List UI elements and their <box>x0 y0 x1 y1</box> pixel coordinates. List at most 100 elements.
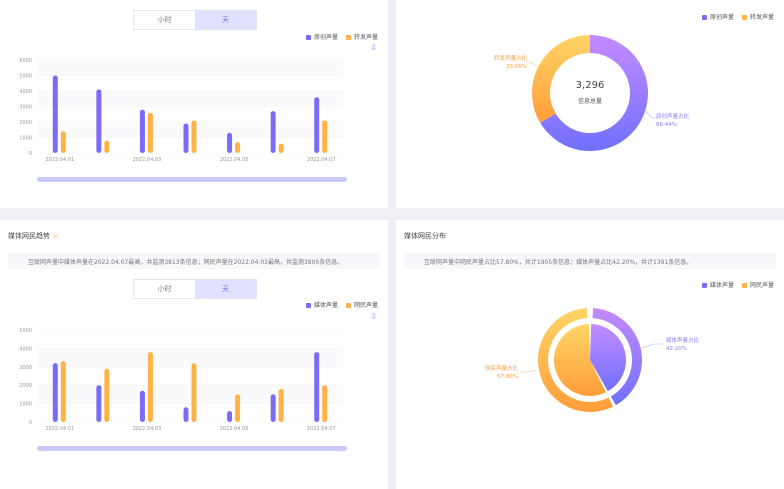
y-tick-label: 0 <box>29 420 32 426</box>
grid-band <box>38 385 343 404</box>
x-tick-label: 2022.04.07 <box>307 426 336 432</box>
summary-text: 互联网声量中网民声量占比57.80%，共计1905条信息；媒体声量占比42.20… <box>404 253 776 269</box>
legend-item[interactable]: 网民声量 <box>345 300 378 309</box>
bar-a <box>270 111 276 153</box>
bar-b <box>147 112 153 153</box>
download-icon[interactable]: ⇩ <box>370 43 377 52</box>
bar-a <box>96 385 102 422</box>
x-tick-label: 2022.04.07 <box>307 157 336 163</box>
bar-b <box>322 120 328 153</box>
y-tick-label: 4000 <box>19 89 32 95</box>
donut-slice <box>532 35 590 123</box>
legend: 媒体声量 网民声量 <box>701 280 774 289</box>
bar-a <box>52 363 58 422</box>
bar-a <box>183 123 189 153</box>
ring-slice <box>592 308 643 406</box>
pie-slice <box>554 324 606 396</box>
bar-b <box>191 363 197 422</box>
total-label: 信息总量 <box>577 98 602 105</box>
y-tick-label: 5000 <box>19 328 32 334</box>
legend-item[interactable]: 网民声量 <box>741 280 774 289</box>
bar-a <box>314 352 320 422</box>
grid-band <box>38 60 343 76</box>
download-icon[interactable]: ⇩ <box>370 312 377 321</box>
toggle-day[interactable]: 天 <box>195 280 256 298</box>
y-tick-label: 1000 <box>19 402 32 408</box>
slice-label: 转发声量占比 33.56% <box>493 56 527 70</box>
slice-label: 媒体声量占比 42.20% <box>666 338 700 352</box>
bar-b <box>278 388 284 422</box>
label-line <box>526 61 538 67</box>
panel-title: 媒体网民分布 <box>404 232 446 240</box>
bar-a <box>227 132 233 153</box>
y-tick-label: 2000 <box>19 383 32 389</box>
toggle-hour[interactable]: 小时 <box>157 16 172 24</box>
summary-text: 互联网声量中媒体声量在2022.04.07最高，共监测3813条信息；网民声量在… <box>8 253 380 269</box>
legend-item[interactable]: 转发声量 <box>345 32 378 41</box>
y-tick-label: 0 <box>29 151 32 157</box>
y-tick-label: 1000 <box>19 136 32 142</box>
y-tick-label: 3000 <box>19 105 32 111</box>
bar-a <box>139 390 145 422</box>
total-value: 3,296 <box>575 80 605 91</box>
media-netizen-trend-panel: 媒体网民趋势 ♨ 互联网声量中媒体声量在2022.04.07最高，共监测3813… <box>0 220 388 489</box>
y-tick-label: 3000 <box>19 365 32 371</box>
legend: 原创声量 转发声量 <box>305 32 378 41</box>
x-tick-label: 2022.04.01 <box>45 426 74 432</box>
bar-b <box>235 142 241 153</box>
x-tick-label: 2022.04.05 <box>220 426 249 432</box>
bar-b <box>191 120 197 153</box>
bar-b <box>235 394 241 422</box>
bar-chart: 0 1000 2000 3000 4000 5000 6000 2022.04.01 2022.… <box>19 58 343 163</box>
legend: 媒体声量 网民声量 <box>305 300 378 309</box>
granularity-toggle[interactable]: 小时 天 <box>133 279 257 299</box>
donut-slice <box>540 35 648 151</box>
zoom-scrollbar[interactable] <box>37 446 347 451</box>
bar-a <box>270 394 276 422</box>
bar-b <box>60 131 66 153</box>
y-tick-label: 4000 <box>19 346 32 352</box>
legend-item[interactable]: 原创声量 <box>701 12 734 21</box>
bar-chart: 0 1000 2000 3000 4000 5000 2022.04.01 2022.04.0… <box>19 328 343 432</box>
bar-b <box>104 368 110 422</box>
grid-band <box>38 122 343 138</box>
ring-slice <box>538 308 614 412</box>
pie-slice <box>590 324 626 392</box>
x-tick-label: 2022.04.03 <box>133 157 162 163</box>
legend-item[interactable]: 转发声量 <box>741 12 774 21</box>
grid-band <box>38 91 343 107</box>
slice-label: 原创声量占比 66.44% <box>656 114 690 128</box>
bar-a <box>139 109 145 153</box>
fire-icon: ♨ <box>52 232 59 240</box>
x-tick-label: 2022.04.05 <box>220 157 249 163</box>
toggle-hour[interactable]: 小时 <box>157 285 172 293</box>
y-tick-label: 6000 <box>19 58 32 64</box>
label-line <box>641 343 664 349</box>
grid-band <box>38 348 343 367</box>
panel-title: 媒体网民趋势 ♨ <box>8 232 59 240</box>
bar-a <box>227 410 233 422</box>
pie-chart <box>520 308 664 412</box>
bar-b <box>322 385 328 422</box>
bar-a <box>183 407 189 422</box>
bar-b <box>104 140 110 153</box>
x-tick-label: 2022.04.03 <box>133 426 162 432</box>
legend-item[interactable]: 媒体声量 <box>701 280 734 289</box>
donut-chart <box>526 35 658 151</box>
zoom-scrollbar[interactable] <box>37 177 347 182</box>
legend-item[interactable]: 媒体声量 <box>305 300 338 309</box>
label-line <box>643 109 658 119</box>
legend-item[interactable]: 原创声量 <box>305 32 338 41</box>
donut-panel: 原创声量 转发声量 3,296 信息总量 原创声量占比 66.44% 转发声量占比… <box>396 0 784 208</box>
y-tick-label: 2000 <box>19 120 32 126</box>
granularity-toggle[interactable]: 小时 天 <box>133 10 257 30</box>
bar-b <box>147 352 153 422</box>
bar-b <box>60 361 66 422</box>
toggle-day[interactable]: 天 <box>195 11 256 29</box>
bar-a <box>52 75 58 153</box>
y-tick-label: 5000 <box>19 74 32 80</box>
bar-b <box>278 143 284 153</box>
slice-label: 网民声量占比 57.80% <box>484 366 518 380</box>
bar-a <box>96 89 102 153</box>
legend: 原创声量 转发声量 <box>701 12 774 21</box>
